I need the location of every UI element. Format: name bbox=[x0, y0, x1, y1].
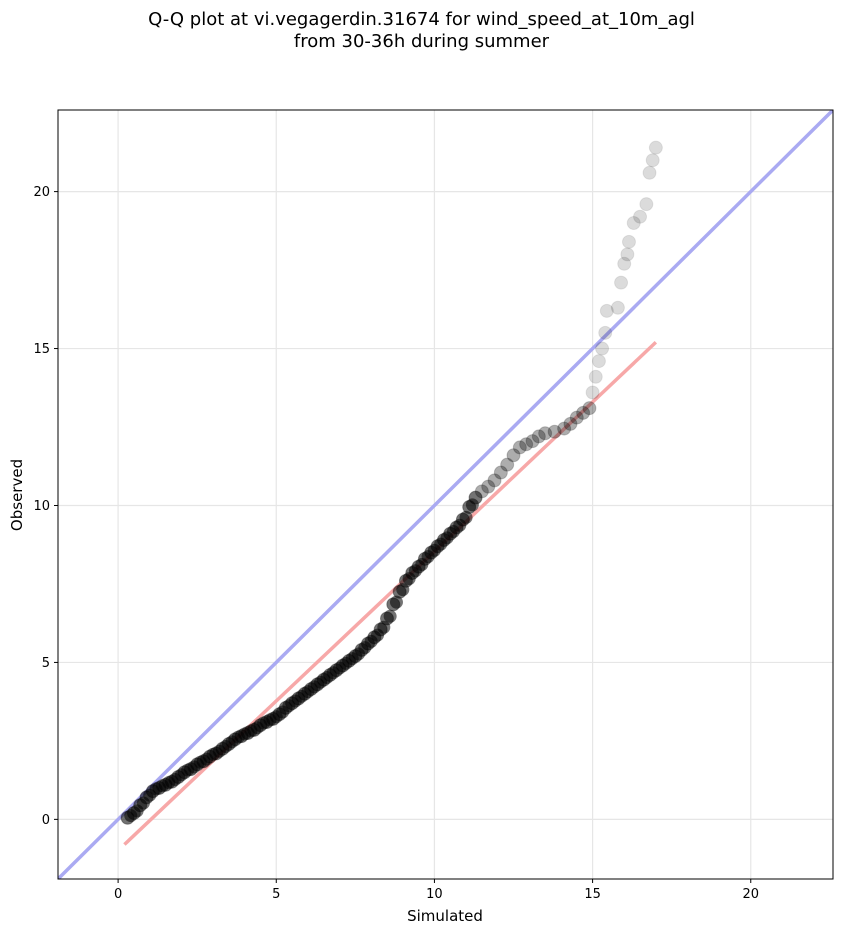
chart-title-line-1: Q-Q plot at vi.vegagerdin.31674 for wind… bbox=[148, 9, 695, 30]
data-point bbox=[493, 465, 508, 480]
x-tick-label: 5 bbox=[272, 887, 280, 902]
data-point bbox=[617, 256, 632, 271]
data-point bbox=[626, 215, 641, 230]
x-tick-label: 15 bbox=[584, 887, 601, 902]
y-tick-label: 15 bbox=[33, 342, 50, 357]
data-point bbox=[633, 209, 648, 224]
data-point bbox=[576, 405, 591, 420]
data-point bbox=[595, 341, 610, 356]
axis-ticks: 0 5 10 15 20 0 5 10 15 20 bbox=[33, 185, 759, 902]
chart-title-line-2: from 30-36h during summer bbox=[293, 31, 550, 52]
y-tick-label: 10 bbox=[33, 499, 50, 514]
data-point bbox=[557, 421, 572, 436]
data-point bbox=[512, 440, 527, 455]
data-point bbox=[642, 165, 657, 180]
data-point bbox=[506, 448, 521, 463]
y-axis-label: Observed bbox=[8, 459, 26, 531]
data-point bbox=[614, 275, 629, 290]
data-point bbox=[525, 434, 540, 449]
data-point bbox=[569, 410, 584, 425]
data-point bbox=[481, 479, 496, 494]
identity-reference-line bbox=[58, 110, 833, 879]
data-point bbox=[487, 473, 502, 488]
data-point bbox=[582, 401, 597, 416]
data-point bbox=[519, 437, 534, 452]
data-point bbox=[547, 424, 562, 439]
data-point bbox=[599, 303, 614, 318]
x-axis-label: Simulated bbox=[407, 907, 483, 925]
data-point bbox=[563, 416, 578, 431]
data-point bbox=[538, 426, 553, 441]
x-tick-label: 0 bbox=[114, 887, 122, 902]
data-point bbox=[585, 385, 600, 400]
plot-frame bbox=[57, 109, 834, 880]
data-point bbox=[598, 325, 613, 340]
data-point bbox=[645, 153, 660, 168]
data-point bbox=[639, 197, 654, 212]
y-tick-label: 5 bbox=[42, 656, 50, 671]
x-tick-label: 20 bbox=[742, 887, 759, 902]
data-point bbox=[389, 595, 403, 609]
x-tick-label: 10 bbox=[426, 887, 443, 902]
data-point bbox=[459, 510, 473, 524]
reference-lines bbox=[58, 110, 833, 879]
y-tick-label: 20 bbox=[33, 185, 50, 200]
data-points bbox=[120, 140, 663, 825]
data-point bbox=[531, 429, 546, 444]
data-point bbox=[610, 300, 625, 315]
data-point bbox=[588, 369, 603, 384]
grid-lines bbox=[58, 110, 833, 879]
data-point bbox=[591, 354, 606, 369]
data-point bbox=[620, 247, 635, 262]
data-point bbox=[474, 484, 489, 499]
data-point bbox=[648, 140, 663, 155]
data-point bbox=[500, 457, 515, 472]
data-point bbox=[468, 490, 483, 505]
y-tick-label: 0 bbox=[42, 813, 50, 828]
data-point bbox=[383, 609, 397, 623]
data-point bbox=[621, 234, 636, 249]
